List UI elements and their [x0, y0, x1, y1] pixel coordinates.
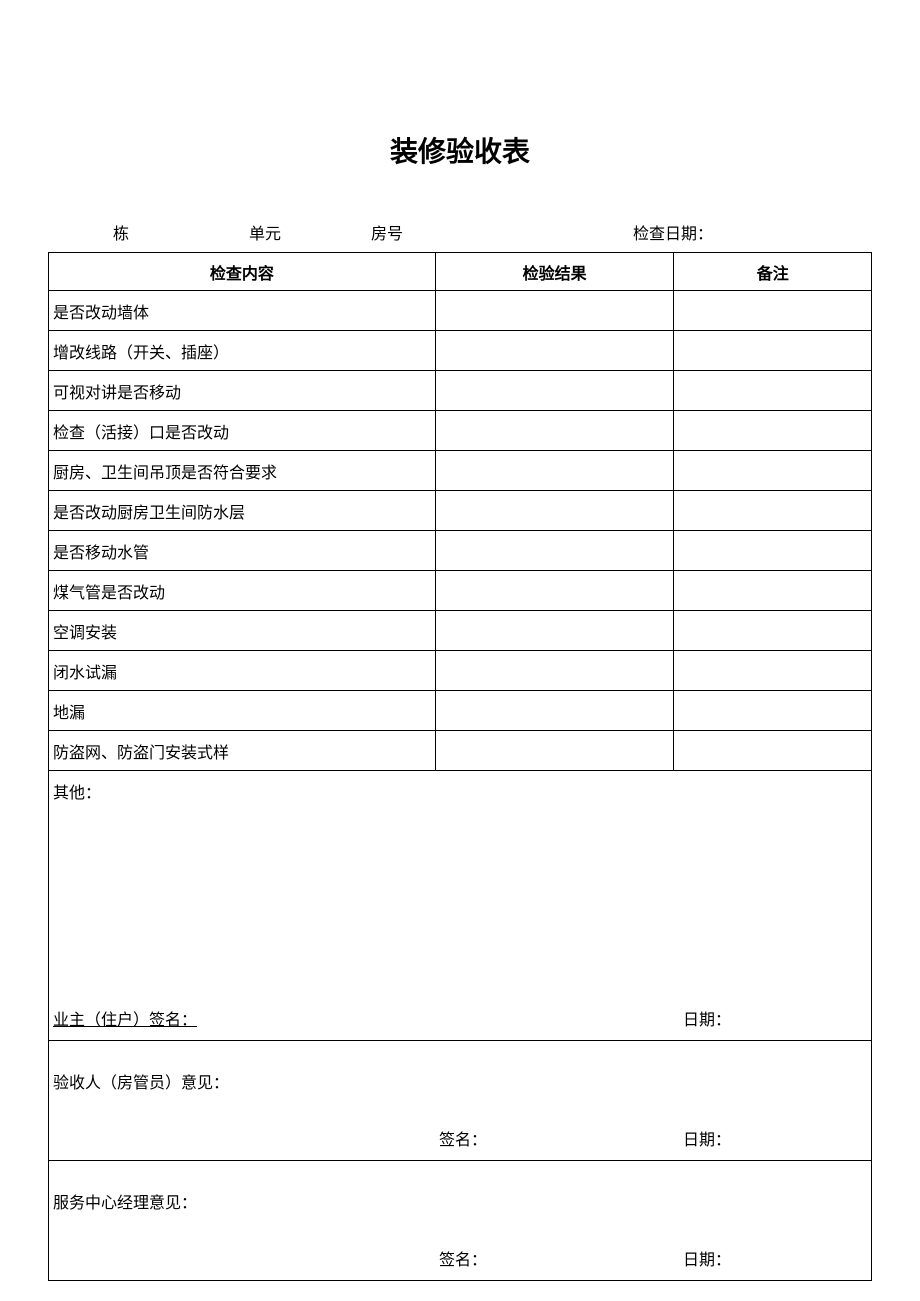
- result-cell[interactable]: [435, 331, 674, 371]
- remark-cell[interactable]: [674, 571, 872, 611]
- manager-date-label: 日期：: [683, 1246, 731, 1270]
- result-cell[interactable]: [435, 691, 674, 731]
- page-title: 装修验收表: [48, 130, 872, 170]
- header-row: 检查内容 检验结果 备注: [49, 253, 872, 291]
- remark-cell[interactable]: [674, 611, 872, 651]
- result-cell[interactable]: [435, 571, 674, 611]
- table-row: 地漏: [49, 691, 872, 731]
- content-cell: 增改线路（开关、插座）: [49, 331, 436, 371]
- content-cell: 是否移动水管: [49, 531, 436, 571]
- remark-cell[interactable]: [674, 731, 872, 771]
- remark-cell[interactable]: [674, 491, 872, 531]
- other-cell[interactable]: 其他： 业主（住户）签名： 日期：: [49, 771, 872, 1041]
- remark-cell[interactable]: [674, 291, 872, 331]
- result-cell[interactable]: [435, 451, 674, 491]
- result-cell[interactable]: [435, 731, 674, 771]
- result-cell[interactable]: [435, 651, 674, 691]
- other-label: 其他：: [53, 779, 101, 803]
- table-row: 是否移动水管: [49, 531, 872, 571]
- inspection-table: 检查内容 检验结果 备注 是否改动墙体增改线路（开关、插座）可视对讲是否移动检查…: [48, 252, 872, 1281]
- remark-cell[interactable]: [674, 651, 872, 691]
- table-row: 煤气管是否改动: [49, 571, 872, 611]
- content-cell: 地漏: [49, 691, 436, 731]
- content-cell: 空调安装: [49, 611, 436, 651]
- table-row: 是否改动厨房卫生间防水层: [49, 491, 872, 531]
- result-cell[interactable]: [435, 611, 674, 651]
- inspector-label: 验收人（房管员）意见：: [53, 1069, 229, 1093]
- content-cell: 厨房、卫生间吊顶是否符合要求: [49, 451, 436, 491]
- manager-row: 服务中心经理意见： 签名： 日期：: [49, 1161, 872, 1281]
- content-cell: 可视对讲是否移动: [49, 371, 436, 411]
- building-label: 栋: [113, 220, 129, 244]
- room-label: 房号: [371, 220, 403, 244]
- content-cell: 闭水试漏: [49, 651, 436, 691]
- remark-cell[interactable]: [674, 331, 872, 371]
- unit-label: 单元: [249, 220, 281, 244]
- manager-sign-label: 签名：: [439, 1246, 487, 1270]
- result-cell[interactable]: [435, 531, 674, 571]
- table-row: 可视对讲是否移动: [49, 371, 872, 411]
- inspector-sign-label: 签名：: [439, 1126, 487, 1150]
- inspection-date-label: 检查日期：: [633, 220, 713, 244]
- table-row: 增改线路（开关、插座）: [49, 331, 872, 371]
- remark-cell[interactable]: [674, 371, 872, 411]
- table-row: 闭水试漏: [49, 651, 872, 691]
- table-row: 检查（活接）口是否改动: [49, 411, 872, 451]
- inspector-cell[interactable]: 验收人（房管员）意见： 签名： 日期：: [49, 1041, 872, 1161]
- content-cell: 是否改动厨房卫生间防水层: [49, 491, 436, 531]
- inspector-date-label: 日期：: [683, 1126, 731, 1150]
- manager-cell[interactable]: 服务中心经理意见： 签名： 日期：: [49, 1161, 872, 1281]
- header-result: 检验结果: [435, 253, 674, 291]
- inspector-row: 验收人（房管员）意见： 签名： 日期：: [49, 1041, 872, 1161]
- result-cell[interactable]: [435, 291, 674, 331]
- result-cell[interactable]: [435, 491, 674, 531]
- remark-cell[interactable]: [674, 451, 872, 491]
- content-cell: 煤气管是否改动: [49, 571, 436, 611]
- table-row: 厨房、卫生间吊顶是否符合要求: [49, 451, 872, 491]
- result-cell[interactable]: [435, 411, 674, 451]
- header-content: 检查内容: [49, 253, 436, 291]
- remark-cell[interactable]: [674, 531, 872, 571]
- content-cell: 防盗网、防盗门安装式样: [49, 731, 436, 771]
- content-cell: 检查（活接）口是否改动: [49, 411, 436, 451]
- owner-sign-label: 业主（住户）签名：: [53, 1006, 197, 1030]
- content-cell: 是否改动墙体: [49, 291, 436, 331]
- remark-cell[interactable]: [674, 691, 872, 731]
- table-row: 空调安装: [49, 611, 872, 651]
- owner-date-label: 日期：: [683, 1006, 731, 1030]
- table-row: 是否改动墙体: [49, 291, 872, 331]
- info-row: 栋 单元 房号 检查日期：: [113, 220, 872, 252]
- manager-label: 服务中心经理意见：: [53, 1189, 197, 1213]
- header-remark: 备注: [674, 253, 872, 291]
- remark-cell[interactable]: [674, 411, 872, 451]
- other-row: 其他： 业主（住户）签名： 日期：: [49, 771, 872, 1041]
- table-row: 防盗网、防盗门安装式样: [49, 731, 872, 771]
- result-cell[interactable]: [435, 371, 674, 411]
